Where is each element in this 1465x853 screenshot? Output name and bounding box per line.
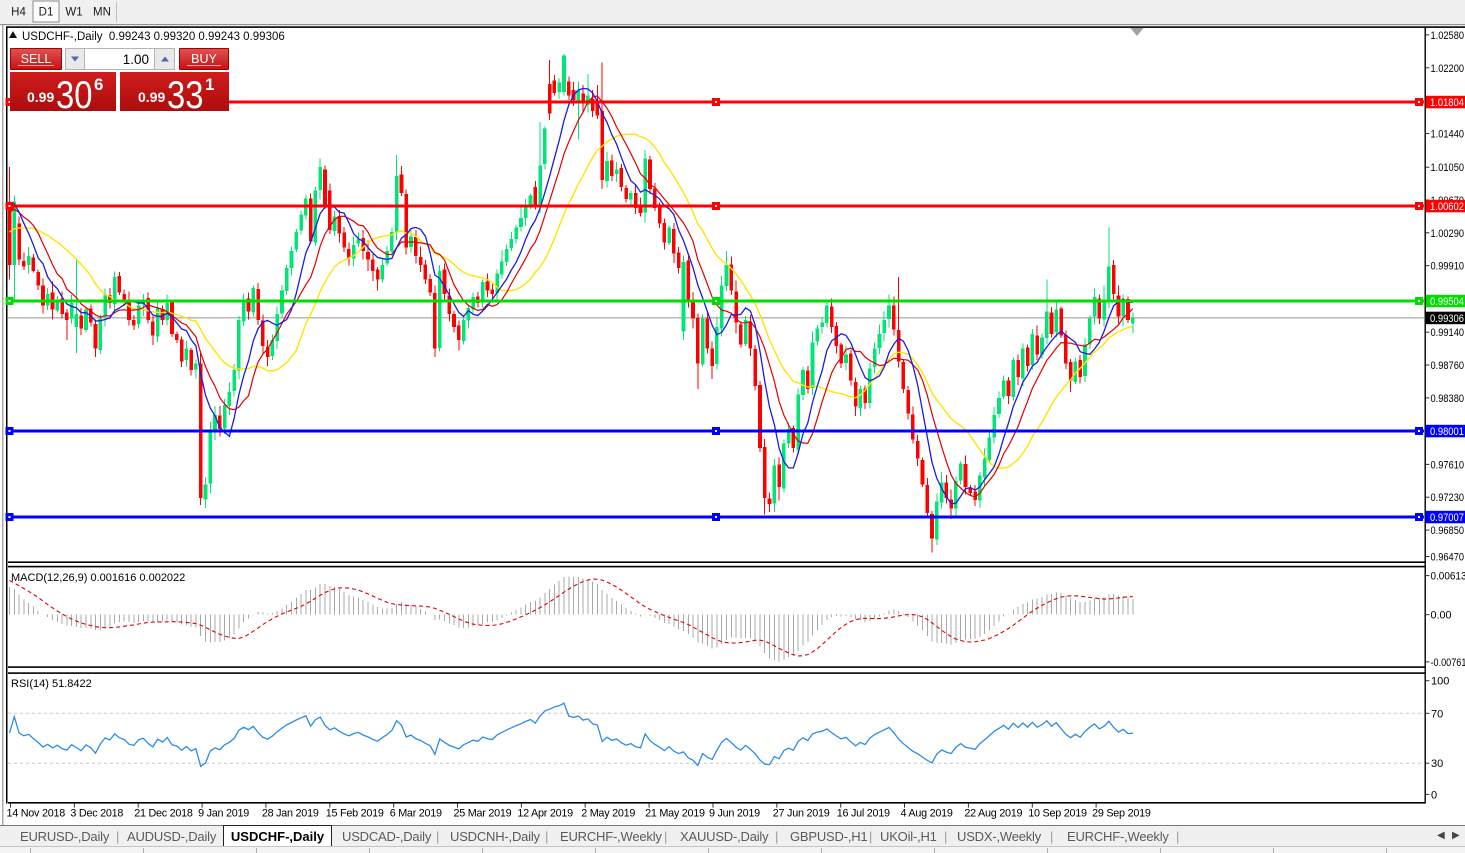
svg-text:100: 100 [1431, 676, 1449, 688]
svg-text:0.98001: 0.98001 [1430, 426, 1464, 438]
svg-text:10 Sep 2019: 10 Sep 2019 [1028, 808, 1087, 820]
svg-text:12 Apr 2019: 12 Apr 2019 [517, 808, 573, 820]
svg-text:0.99504: 0.99504 [1430, 296, 1464, 308]
svg-text:29 Sep 2019: 29 Sep 2019 [1092, 808, 1151, 820]
svg-text:W1: W1 [65, 7, 82, 19]
svg-text:0.96850: 0.96850 [1431, 525, 1465, 537]
svg-text:0.97230: 0.97230 [1431, 492, 1465, 504]
svg-text:0.99140: 0.99140 [1431, 327, 1465, 339]
svg-text:22 Aug 2019: 22 Aug 2019 [964, 808, 1022, 820]
svg-text:1.01050: 1.01050 [1431, 162, 1465, 174]
svg-text:0.96470: 0.96470 [1431, 552, 1465, 564]
svg-text:0.00613: 0.00613 [1431, 571, 1465, 583]
svg-text:D1: D1 [39, 7, 54, 19]
svg-text:16 Jul 2019: 16 Jul 2019 [837, 808, 890, 820]
svg-text:6 Mar 2019: 6 Mar 2019 [390, 808, 442, 820]
svg-text:MACD(12,26,9) 0.001616 0.00202: MACD(12,26,9) 0.001616 0.002022 [11, 572, 185, 584]
svg-text:25 Mar 2019: 25 Mar 2019 [454, 808, 512, 820]
svg-text:28 Jan 2019: 28 Jan 2019 [262, 808, 319, 820]
svg-text:21 Dec 2018: 21 Dec 2018 [134, 808, 193, 820]
svg-text:1.02200: 1.02200 [1431, 63, 1465, 75]
svg-text:30: 30 [1431, 758, 1443, 770]
svg-text:0.99910: 0.99910 [1431, 261, 1465, 273]
svg-text:MN: MN [93, 7, 111, 19]
svg-text:RSI(14) 51.8422: RSI(14) 51.8422 [11, 678, 92, 690]
svg-text:0.97610: 0.97610 [1431, 459, 1465, 471]
svg-text:3 Dec 2018: 3 Dec 2018 [70, 808, 123, 820]
svg-text:1.01804: 1.01804 [1430, 97, 1464, 109]
svg-text:2 May 2019: 2 May 2019 [581, 808, 635, 820]
svg-text:1.02580: 1.02580 [1431, 30, 1465, 42]
svg-text:1.01440: 1.01440 [1431, 129, 1465, 141]
svg-text:0.98760: 0.98760 [1431, 360, 1465, 372]
svg-text:9 Jan 2019: 9 Jan 2019 [198, 808, 249, 820]
svg-text:0.98380: 0.98380 [1431, 393, 1465, 405]
svg-text:H4: H4 [11, 7, 26, 19]
svg-text:27 Jun 2019: 27 Jun 2019 [773, 808, 830, 820]
svg-text:0.97007: 0.97007 [1430, 512, 1464, 524]
svg-text:15 Feb 2019: 15 Feb 2019 [326, 808, 384, 820]
svg-text:1.00602: 1.00602 [1430, 201, 1464, 213]
svg-text:0.00: 0.00 [1431, 610, 1452, 622]
svg-text:4 Aug 2019: 4 Aug 2019 [901, 808, 953, 820]
svg-text:0.99306: 0.99306 [1430, 313, 1464, 325]
svg-text:USDCHF-,Daily 0.99243 0.99320: USDCHF-,Daily 0.99243 0.99320 0.99243 0.… [22, 31, 285, 43]
svg-text:1.00290: 1.00290 [1431, 228, 1465, 240]
svg-text:70: 70 [1431, 708, 1443, 720]
svg-text:14 Nov 2018: 14 Nov 2018 [7, 808, 66, 820]
svg-text:0: 0 [1431, 789, 1437, 801]
svg-text:9 Jun 2019: 9 Jun 2019 [709, 808, 760, 820]
svg-text:-0.0076123: -0.0076123 [1431, 657, 1465, 669]
svg-text:21 May 2019: 21 May 2019 [645, 808, 705, 820]
